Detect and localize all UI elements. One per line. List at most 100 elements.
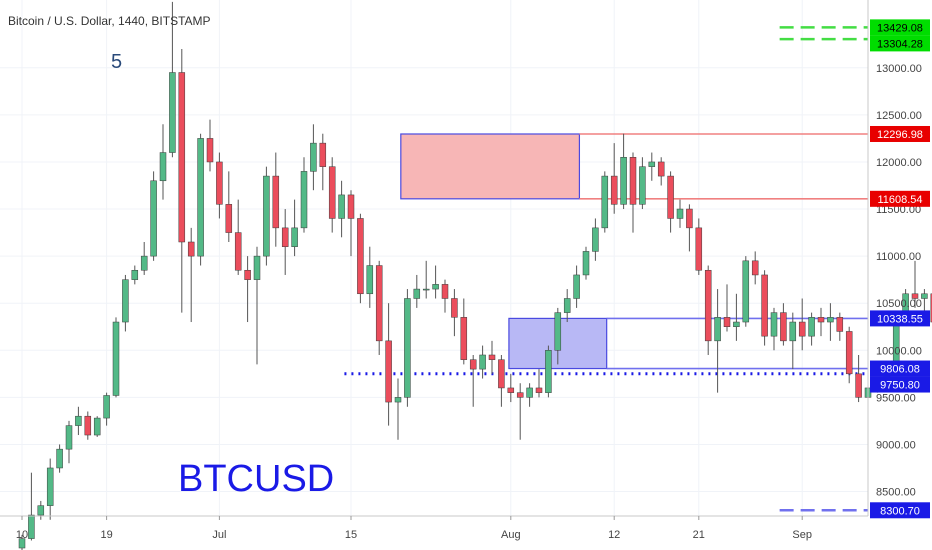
- candle-down: [723, 317, 731, 327]
- candle-up: [808, 317, 815, 337]
- level-12296-tag-label: 12296.98: [877, 129, 923, 141]
- price-levels: [344, 26, 868, 512]
- candle-down: [761, 274, 768, 337]
- candle-up: [582, 251, 590, 276]
- candle-down: [328, 166, 336, 219]
- x-tick-label: 15: [345, 529, 357, 541]
- level-11608-tag: [870, 190, 930, 207]
- candle-down: [667, 175, 674, 219]
- x-tick-label: Aug: [501, 529, 521, 541]
- candle-down: [836, 317, 844, 332]
- candle-up: [573, 274, 580, 299]
- candle-down: [704, 269, 712, 342]
- candle-up: [159, 152, 167, 182]
- candle-up: [422, 288, 430, 291]
- candle-up: [620, 156, 627, 205]
- candle-down: [629, 156, 637, 205]
- y-tick-label: 13000.00: [876, 63, 922, 75]
- y-tick-label: 11000.00: [876, 251, 921, 263]
- candle-up: [291, 227, 298, 247]
- level-8300-tag-label: 8300.70: [880, 505, 920, 517]
- chart-title: Bitcoin / U.S. Dollar, 1440, BITSTAMP: [8, 14, 211, 28]
- y-tick-label: 8500.00: [876, 487, 916, 499]
- price-axis: 8500.00 9000.00 9500.00 10000.00 10500.00 110…: [876, 63, 922, 499]
- level-13304-tag-label: 13304.28: [877, 38, 923, 50]
- candle-up: [554, 312, 562, 351]
- wave-count-label: 5: [111, 51, 122, 73]
- candle-up: [404, 298, 411, 398]
- y-tick-label: 9000.00: [876, 439, 916, 451]
- x-tick-label: Sep: [792, 529, 812, 541]
- candle-down: [225, 204, 233, 233]
- candle-up: [46, 467, 54, 506]
- level-10338-tag-label: 10338.55: [877, 313, 923, 325]
- x-tick-label: 19: [100, 529, 112, 541]
- candle-up: [338, 194, 345, 219]
- candle-down: [516, 392, 524, 398]
- candle-up: [65, 425, 73, 450]
- candle-down: [187, 241, 195, 257]
- candle-down: [385, 340, 392, 403]
- candle-up: [28, 514, 35, 539]
- candle-up: [197, 138, 204, 257]
- candle-down: [845, 331, 853, 375]
- symbol-label: BTCUSD: [178, 458, 334, 500]
- candle-up: [122, 279, 129, 323]
- candle-up: [639, 166, 646, 205]
- y-tick-label: 12000.00: [876, 157, 922, 169]
- candle-up: [75, 415, 82, 426]
- candle-up: [169, 72, 176, 153]
- candle-down: [610, 175, 618, 205]
- candle-up: [253, 255, 261, 280]
- candle-up: [93, 417, 101, 436]
- candle-down: [695, 227, 703, 271]
- candle-down: [498, 359, 505, 389]
- level-13429-tag-label: 13429.08: [877, 22, 923, 34]
- candle-down: [234, 232, 242, 271]
- candle-down: [357, 218, 364, 295]
- level-11608-tag-label: 11608.54: [877, 194, 922, 206]
- candle-down: [686, 208, 693, 229]
- candle-down: [488, 354, 496, 360]
- level-12296-tag: [870, 125, 930, 142]
- level-10338-tag: [870, 310, 930, 327]
- level-9806-tag-label: 9806.08: [880, 364, 920, 376]
- candle-down: [817, 317, 825, 323]
- candle-down: [216, 161, 223, 205]
- y-tick-label: 10500.00: [876, 298, 922, 310]
- candle-up: [300, 171, 308, 229]
- candle-down: [855, 373, 862, 398]
- candle-up: [366, 265, 374, 295]
- candle-down: [375, 265, 383, 342]
- supply-zone: [400, 133, 581, 200]
- candle-down: [206, 138, 214, 163]
- candle-up: [479, 354, 486, 370]
- level-13304-tag: [870, 35, 930, 52]
- candle-down: [930, 293, 932, 323]
- candle-down: [460, 317, 468, 360]
- candle-up: [563, 298, 571, 313]
- level-9750-tag: [870, 376, 930, 393]
- level-13429-tag: [870, 19, 930, 36]
- candle-down: [469, 359, 477, 370]
- candle-down: [272, 175, 280, 229]
- candle-up: [733, 321, 740, 327]
- candle-up: [310, 142, 317, 172]
- candle-up: [140, 255, 148, 271]
- level-9806-tag: [870, 360, 930, 377]
- time-axis: 10 19 Jul 15 Aug 12 21 Sep: [16, 516, 812, 541]
- candle-down: [657, 161, 665, 177]
- y-tick-label: 10000.00: [876, 345, 922, 357]
- candle-down: [84, 415, 92, 436]
- candle-up: [921, 293, 928, 299]
- level-8300-tag: [870, 502, 930, 519]
- candle-down: [798, 321, 806, 337]
- candle-down: [244, 269, 251, 280]
- candle-up: [131, 269, 139, 280]
- candle-up: [37, 505, 45, 516]
- level-9750-tag-label: 9750.80: [880, 380, 920, 392]
- x-tick-label: 10: [16, 529, 28, 541]
- candle-down: [780, 312, 787, 342]
